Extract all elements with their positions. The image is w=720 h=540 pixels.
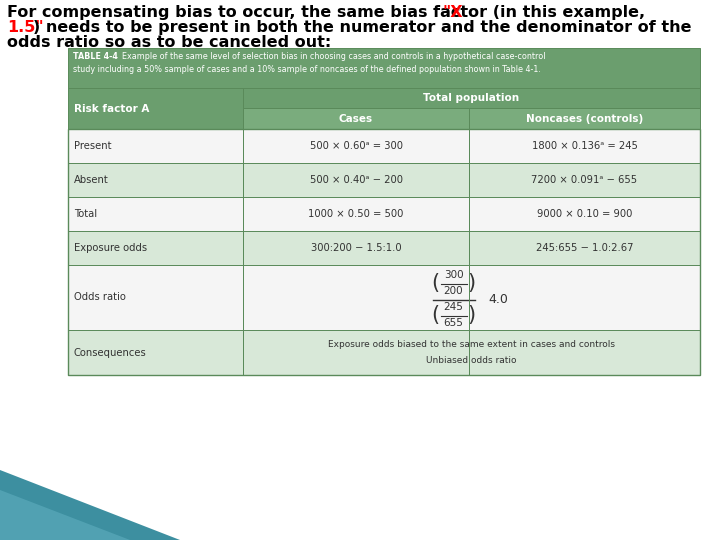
Polygon shape xyxy=(0,490,130,540)
FancyBboxPatch shape xyxy=(469,231,700,265)
Text: ): ) xyxy=(467,306,476,326)
Text: Noncases (controls): Noncases (controls) xyxy=(526,113,643,124)
FancyBboxPatch shape xyxy=(243,163,469,197)
Text: (: ( xyxy=(431,273,440,294)
Text: 300: 300 xyxy=(444,271,463,280)
Text: Cases: Cases xyxy=(339,113,373,124)
Text: 500 × 0.60ᵃ = 300: 500 × 0.60ᵃ = 300 xyxy=(310,141,402,151)
FancyBboxPatch shape xyxy=(243,231,469,265)
Text: ): ) xyxy=(467,273,476,294)
FancyBboxPatch shape xyxy=(68,163,243,197)
Text: 245:655 − 1.0:2.67: 245:655 − 1.0:2.67 xyxy=(536,243,634,253)
Text: Risk factor A: Risk factor A xyxy=(74,104,149,113)
Text: 1800 × 0.136ᵃ = 245: 1800 × 0.136ᵃ = 245 xyxy=(531,141,637,151)
FancyBboxPatch shape xyxy=(68,197,243,231)
Text: 245: 245 xyxy=(444,302,464,313)
FancyBboxPatch shape xyxy=(243,88,700,108)
FancyBboxPatch shape xyxy=(68,129,243,163)
FancyBboxPatch shape xyxy=(469,163,700,197)
Text: 655: 655 xyxy=(444,319,464,328)
Text: Example of the same level of selection bias in choosing cases and controls in a : Example of the same level of selection b… xyxy=(117,52,546,61)
Text: odds ratio so as to be canceled out:: odds ratio so as to be canceled out: xyxy=(7,35,331,50)
FancyBboxPatch shape xyxy=(68,231,243,265)
Text: (: ( xyxy=(431,306,440,326)
Text: Exposure odds biased to the same extent in cases and controls: Exposure odds biased to the same extent … xyxy=(328,340,615,349)
Text: 300:200 − 1.5:1.0: 300:200 − 1.5:1.0 xyxy=(311,243,401,253)
FancyBboxPatch shape xyxy=(68,330,243,375)
FancyBboxPatch shape xyxy=(469,197,700,231)
FancyBboxPatch shape xyxy=(469,330,700,375)
FancyBboxPatch shape xyxy=(243,108,469,129)
FancyBboxPatch shape xyxy=(68,265,243,330)
FancyBboxPatch shape xyxy=(469,129,700,163)
FancyBboxPatch shape xyxy=(68,88,243,129)
FancyBboxPatch shape xyxy=(68,48,700,88)
Text: 200: 200 xyxy=(444,287,463,296)
Text: 1.5": 1.5" xyxy=(7,20,44,35)
Text: study including a 50% sample of cases and a 10% sample of noncases of the define: study including a 50% sample of cases an… xyxy=(73,65,541,74)
FancyBboxPatch shape xyxy=(243,265,469,330)
Text: Absent: Absent xyxy=(74,175,109,185)
Polygon shape xyxy=(0,470,180,540)
FancyBboxPatch shape xyxy=(469,265,700,330)
Text: TABLE 4-4: TABLE 4-4 xyxy=(73,52,118,61)
FancyBboxPatch shape xyxy=(469,108,700,129)
Text: Total: Total xyxy=(74,209,97,219)
Text: 500 × 0.40ᵃ − 200: 500 × 0.40ᵃ − 200 xyxy=(310,175,402,185)
Text: Consequences: Consequences xyxy=(74,348,147,357)
Text: Present: Present xyxy=(74,141,112,151)
Text: Total population: Total population xyxy=(423,93,520,103)
Text: For compensating bias to occur, the same bias factor (in this example,: For compensating bias to occur, the same… xyxy=(7,5,651,20)
Text: Unbiased odds ratio: Unbiased odds ratio xyxy=(426,356,517,364)
Text: "X: "X xyxy=(442,5,463,20)
Text: 7200 × 0.091ᵃ − 655: 7200 × 0.091ᵃ − 655 xyxy=(531,175,638,185)
Text: 1000 × 0.50 = 500: 1000 × 0.50 = 500 xyxy=(308,209,404,219)
Text: Exposure odds: Exposure odds xyxy=(74,243,147,253)
Text: Odds ratio: Odds ratio xyxy=(74,293,126,302)
Text: ) needs to be present in both the numerator and the denominator of the: ) needs to be present in both the numera… xyxy=(33,20,691,35)
Text: 4.0: 4.0 xyxy=(488,293,508,306)
FancyBboxPatch shape xyxy=(243,330,469,375)
FancyBboxPatch shape xyxy=(243,197,469,231)
FancyBboxPatch shape xyxy=(243,129,469,163)
Text: 9000 × 0.10 = 900: 9000 × 0.10 = 900 xyxy=(537,209,632,219)
